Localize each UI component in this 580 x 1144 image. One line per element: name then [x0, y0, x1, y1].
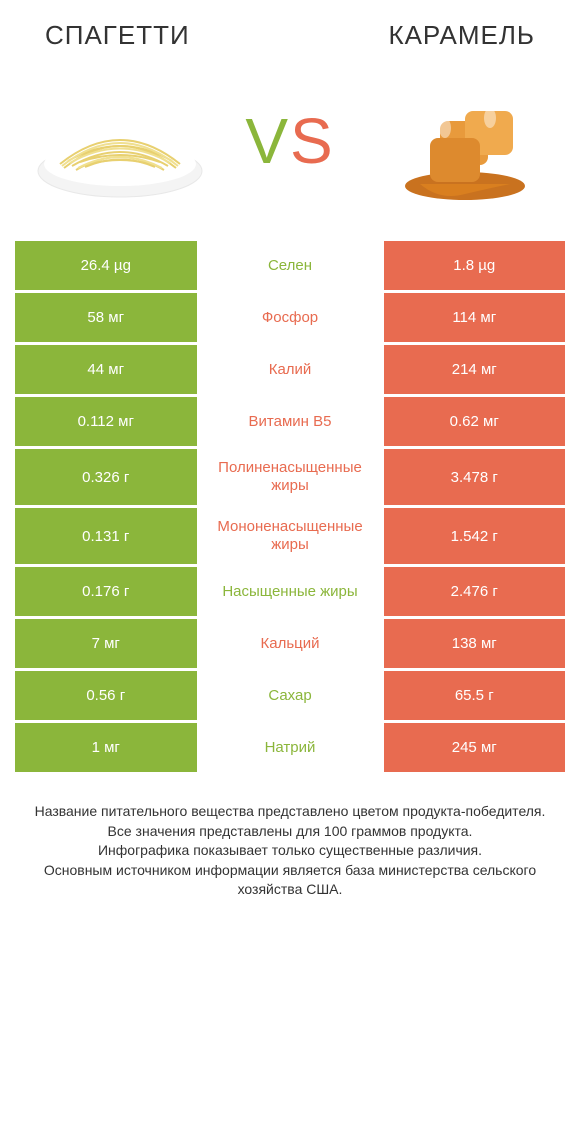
- nutrient-label: Сахар: [197, 671, 384, 720]
- nutrient-row: 1 мгНатрий245 мг: [15, 723, 565, 772]
- footer-line-4: Основным источником информации является …: [25, 861, 555, 900]
- value-right: 1.542 г: [384, 508, 566, 564]
- nutrient-label: Мононенасыщенные жиры: [197, 508, 384, 564]
- title-left: СПАГЕТТИ: [45, 20, 190, 51]
- nutrient-label: Полиненасыщенные жиры: [197, 449, 384, 505]
- hero-row: VS: [15, 76, 565, 206]
- value-left: 0.176 г: [15, 567, 197, 616]
- nutrient-label: Калий: [197, 345, 384, 394]
- nutrient-row: 0.131 гМононенасыщенные жиры1.542 г: [15, 508, 565, 564]
- title-right: КАРАМЕЛЬ: [388, 20, 535, 51]
- nutrient-label: Фосфор: [197, 293, 384, 342]
- value-right: 245 мг: [384, 723, 566, 772]
- footer-text: Название питательного вещества представл…: [15, 802, 565, 900]
- footer-line-2: Все значения представлены для 100 граммо…: [25, 822, 555, 842]
- vs-label: VS: [245, 104, 334, 178]
- nutrient-row: 7 мгКальций138 мг: [15, 619, 565, 668]
- nutrient-row: 26.4 µgСелен1.8 µg: [15, 241, 565, 290]
- value-left: 0.112 мг: [15, 397, 197, 446]
- value-left: 26.4 µg: [15, 241, 197, 290]
- nutrient-row: 44 мгКалий214 мг: [15, 345, 565, 394]
- nutrient-label: Витамин B5: [197, 397, 384, 446]
- footer-line-1: Название питательного вещества представл…: [25, 802, 555, 822]
- value-right: 214 мг: [384, 345, 566, 394]
- nutrient-label: Насыщенные жиры: [197, 567, 384, 616]
- vs-s: S: [290, 105, 335, 177]
- infographic-container: СПАГЕТТИ КАРАМЕЛЬ: [0, 0, 580, 1144]
- nutrient-row: 0.112 мгВитамин B50.62 мг: [15, 397, 565, 446]
- value-left: 44 мг: [15, 345, 197, 394]
- nutrient-label: Кальций: [197, 619, 384, 668]
- nutrient-label: Селен: [197, 241, 384, 290]
- nutrient-row: 0.56 гСахар65.5 г: [15, 671, 565, 720]
- title-row: СПАГЕТТИ КАРАМЕЛЬ: [15, 20, 565, 51]
- value-right: 2.476 г: [384, 567, 566, 616]
- nutrient-row: 58 мгФосфор114 мг: [15, 293, 565, 342]
- nutrient-row: 0.326 гПолиненасыщенные жиры3.478 г: [15, 449, 565, 505]
- nutrient-label: Натрий: [197, 723, 384, 772]
- value-left: 0.131 г: [15, 508, 197, 564]
- nutrient-row: 0.176 гНасыщенные жиры2.476 г: [15, 567, 565, 616]
- nutrient-table: 26.4 µgСелен1.8 µg58 мгФосфор114 мг44 мг…: [15, 241, 565, 772]
- value-left: 0.56 г: [15, 671, 197, 720]
- caramel-image: [370, 76, 550, 206]
- footer-line-3: Инфографика показывает только существенн…: [25, 841, 555, 861]
- spaghetti-image: [30, 76, 210, 206]
- vs-v: V: [245, 105, 290, 177]
- value-right: 114 мг: [384, 293, 566, 342]
- value-right: 3.478 г: [384, 449, 566, 505]
- value-right: 138 мг: [384, 619, 566, 668]
- value-right: 1.8 µg: [384, 241, 566, 290]
- value-left: 1 мг: [15, 723, 197, 772]
- value-left: 0.326 г: [15, 449, 197, 505]
- value-left: 58 мг: [15, 293, 197, 342]
- value-left: 7 мг: [15, 619, 197, 668]
- value-right: 0.62 мг: [384, 397, 566, 446]
- value-right: 65.5 г: [384, 671, 566, 720]
